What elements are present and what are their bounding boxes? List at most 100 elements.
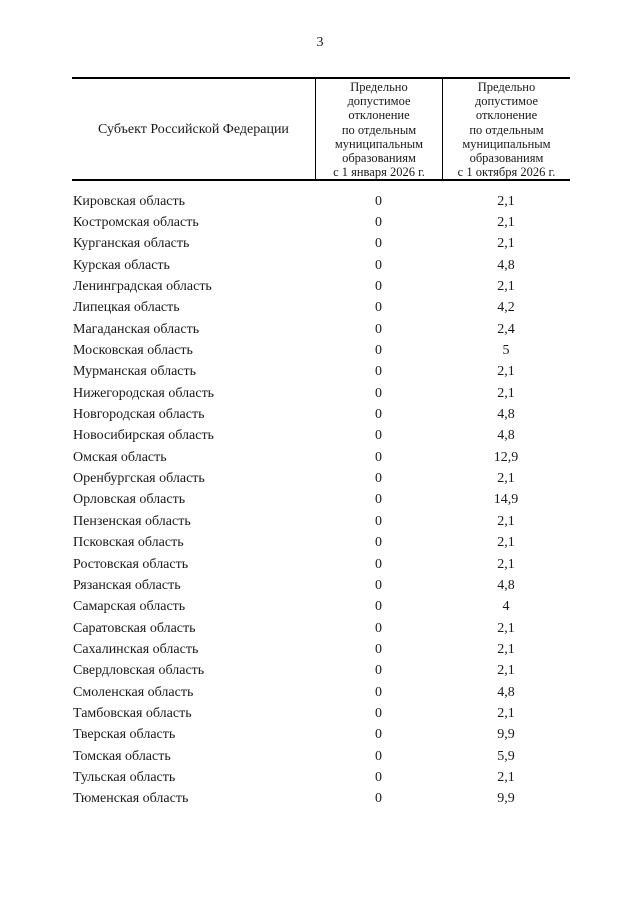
table-row: Тамбовская область 0 2,1 (72, 703, 570, 724)
october-value: 4 (502, 599, 510, 615)
table-row: Тверская область 0 9,9 (72, 725, 570, 746)
region-name: Свердловская область (73, 663, 205, 679)
october-value: 9,9 (497, 791, 515, 807)
table-row: Липецкая область 0 4,2 (72, 298, 570, 319)
table-row: Курганская область 0 2,1 (72, 234, 570, 255)
january-value: 0 (375, 364, 382, 380)
october-value: 2,1 (497, 471, 515, 487)
january-value: 0 (375, 641, 382, 657)
october-value: 2,4 (497, 321, 515, 337)
january-value: 0 (375, 556, 382, 572)
table-row: Тульская область 0 2,1 (72, 767, 570, 788)
table-row: Псковская область 0 2,1 (72, 533, 570, 554)
table-row: Новосибирская область 0 4,8 (72, 426, 570, 447)
table-row: Рязанская область 0 4,8 (72, 575, 570, 596)
page-number: 3 (316, 35, 324, 50)
january-value: 0 (375, 577, 382, 593)
region-name: Пензенская область (73, 513, 191, 529)
january-value: 0 (375, 428, 382, 444)
region-name: Липецкая область (73, 300, 180, 316)
october-value: 2,1 (497, 236, 515, 252)
region-name: Нижегородская область (73, 385, 215, 401)
october-value: 9,9 (497, 727, 515, 743)
january-value: 0 (375, 535, 382, 551)
january-value: 0 (375, 215, 382, 231)
january-value: 0 (375, 321, 382, 337)
region-name: Псковская область (73, 535, 184, 551)
region-name: Оренбургская область (73, 471, 205, 487)
region-name: Курская область (73, 257, 170, 273)
header-cell-region: Субъект Российской Федерации (98, 122, 289, 138)
region-name: Тюменская область (73, 791, 189, 807)
october-value: 4,8 (497, 407, 515, 423)
january-value: 0 (375, 769, 382, 785)
october-value: 2,1 (497, 663, 515, 679)
october-value: 4,8 (497, 257, 515, 273)
january-value: 0 (375, 748, 382, 764)
january-value: 0 (375, 620, 382, 636)
january-value: 0 (375, 471, 382, 487)
october-value: 12,9 (493, 449, 519, 465)
region-name: Новгородская область (73, 407, 205, 423)
table-row: Сахалинская область 0 2,1 (72, 639, 570, 660)
region-name: Тамбовская область (73, 705, 192, 721)
table-row: Новгородская область 0 4,8 (72, 404, 570, 425)
table-row: Кировская область 0 2,1 (72, 191, 570, 212)
table-body: Кировская область 0 2,1 Костромская обла… (72, 181, 570, 810)
table-row: Оренбургская область 0 2,1 (72, 468, 570, 489)
october-value: 2,1 (497, 513, 515, 529)
october-value: 2,1 (497, 215, 515, 231)
table-row: Курская область 0 4,8 (72, 255, 570, 276)
october-value: 4,2 (497, 300, 515, 316)
region-name: Мурманская область (73, 364, 197, 380)
region-name: Магаданская область (73, 321, 200, 337)
table-row: Ленинградская область 0 2,1 (72, 276, 570, 297)
table-row: Орловская область 0 14,9 (72, 490, 570, 511)
region-name: Рязанская область (73, 577, 181, 593)
region-name: Курганская область (73, 236, 190, 252)
october-value: 2,1 (497, 364, 515, 380)
table-row: Томская область 0 5,9 (72, 746, 570, 767)
table-row: Московская область 0 5 (72, 340, 570, 361)
table-row: Смоленская область 0 4,8 (72, 682, 570, 703)
october-value: 2,1 (497, 705, 515, 721)
table-header-row: Субъект Российской Федерации Предельно д… (72, 77, 570, 182)
january-value: 0 (375, 257, 382, 273)
region-name: Сахалинская область (73, 641, 199, 657)
october-value: 2,1 (497, 193, 515, 209)
region-name: Саратовская область (73, 620, 196, 636)
region-name: Костромская область (73, 215, 199, 231)
region-name: Ростовская область (73, 556, 189, 572)
region-name: Орловская область (73, 492, 186, 508)
january-value: 0 (375, 513, 382, 529)
october-value: 2,1 (497, 641, 515, 657)
october-value: 4,8 (497, 428, 515, 444)
header-cell-october-2026: Предельно допустимое отклонение по отдел… (442, 79, 570, 182)
january-value: 0 (375, 407, 382, 423)
region-name: Томская область (73, 748, 171, 764)
table-row: Ростовская область 0 2,1 (72, 554, 570, 575)
january-value: 0 (375, 791, 382, 807)
october-value: 5,9 (497, 748, 515, 764)
january-value: 0 (375, 193, 382, 209)
october-value: 2,1 (497, 535, 515, 551)
region-name: Самарская область (73, 599, 186, 615)
deviation-table: Субъект Российской Федерации Предельно д… (72, 77, 570, 810)
table-row: Самарская область 0 4 (72, 597, 570, 618)
january-value: 0 (375, 279, 382, 295)
table-row: Саратовская область 0 2,1 (72, 618, 570, 639)
january-value: 0 (375, 492, 382, 508)
region-name: Тверская область (73, 727, 176, 743)
october-value: 2,1 (497, 279, 515, 295)
january-value: 0 (375, 449, 382, 465)
table-row: Омская область 0 12,9 (72, 447, 570, 468)
january-value: 0 (375, 300, 382, 316)
table-row: Нижегородская область 0 2,1 (72, 383, 570, 404)
table-row: Свердловская область 0 2,1 (72, 661, 570, 682)
january-value: 0 (375, 684, 382, 700)
october-value: 2,1 (497, 385, 515, 401)
january-value: 0 (375, 343, 382, 359)
january-value: 0 (375, 236, 382, 252)
region-name: Новосибирская область (73, 428, 214, 444)
january-value: 0 (375, 705, 382, 721)
